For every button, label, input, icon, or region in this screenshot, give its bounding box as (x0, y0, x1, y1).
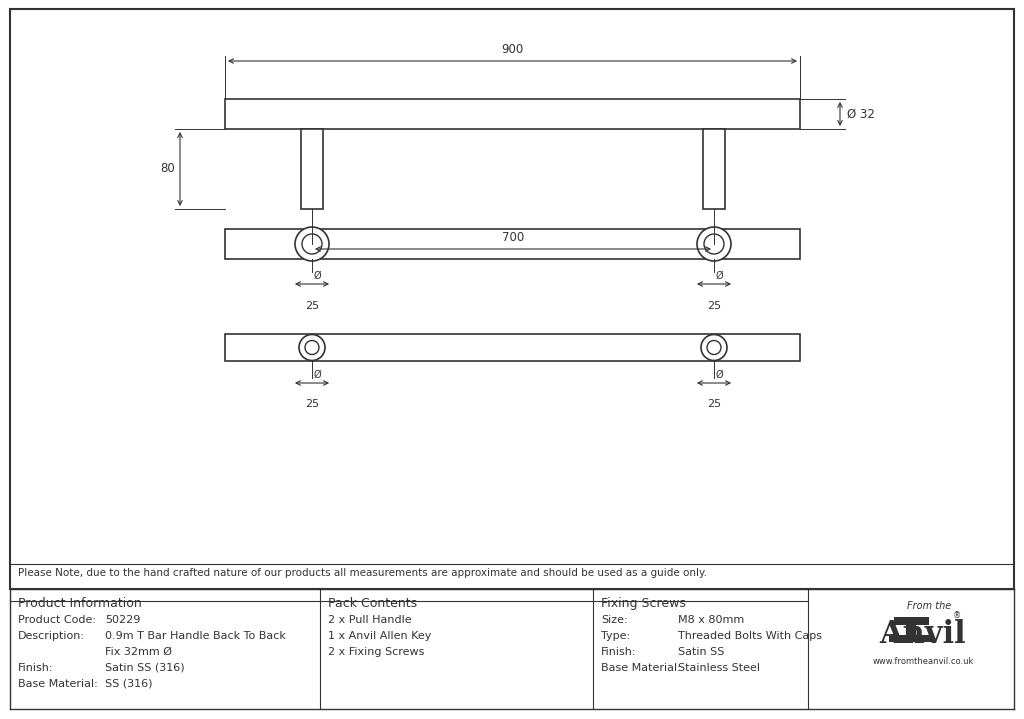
Circle shape (707, 341, 721, 354)
Text: 2 x Pull Handle: 2 x Pull Handle (328, 615, 412, 625)
Bar (225, 229, 800, 259)
Circle shape (305, 341, 319, 354)
Text: Anvil: Anvil (880, 619, 967, 650)
Text: 25: 25 (707, 399, 721, 409)
Text: Ø: Ø (314, 271, 322, 281)
Text: Ø: Ø (314, 370, 322, 380)
Circle shape (701, 334, 727, 360)
Bar (889, 635, 934, 642)
Text: Finish:: Finish: (18, 663, 53, 673)
Text: Product Code:: Product Code: (18, 615, 96, 625)
Text: Fixing Screws: Fixing Screws (601, 597, 686, 610)
Text: 25: 25 (305, 301, 319, 311)
Text: 1 x Anvil Allen Key: 1 x Anvil Allen Key (328, 631, 431, 641)
Text: Threaded Bolts With Caps: Threaded Bolts With Caps (678, 631, 822, 641)
Circle shape (302, 234, 322, 254)
Text: 80: 80 (160, 162, 175, 175)
Text: From the: From the (907, 601, 951, 611)
Circle shape (295, 227, 329, 261)
Bar (906, 625, 916, 635)
Bar (10, 9, 1014, 589)
Text: 25: 25 (707, 301, 721, 311)
Text: Ø: Ø (716, 271, 724, 281)
Text: Description:: Description: (18, 631, 85, 641)
Text: 25: 25 (305, 399, 319, 409)
Bar (301, 129, 323, 209)
Text: Stainless Steel: Stainless Steel (678, 663, 760, 673)
Text: Size:: Size: (601, 615, 628, 625)
Text: 50229: 50229 (105, 615, 140, 625)
Bar (225, 334, 800, 361)
Text: Base Material:: Base Material: (18, 679, 97, 689)
Circle shape (299, 334, 325, 360)
Text: 900: 900 (502, 43, 523, 56)
Text: Satin SS: Satin SS (678, 647, 724, 657)
Text: Product Information: Product Information (18, 597, 141, 610)
Text: www.fromtheanvil.co.uk: www.fromtheanvil.co.uk (872, 657, 974, 666)
Text: Ø 32: Ø 32 (847, 108, 874, 121)
Bar (703, 129, 725, 209)
Text: 0.9m T Bar Handle Back To Back: 0.9m T Bar Handle Back To Back (105, 631, 286, 641)
Text: Finish:: Finish: (601, 647, 637, 657)
Bar (225, 99, 800, 129)
Text: 700: 700 (502, 231, 524, 244)
Circle shape (697, 227, 731, 261)
Text: Fix 32mm Ø: Fix 32mm Ø (105, 647, 172, 657)
Text: Pack Contents: Pack Contents (328, 597, 417, 610)
Text: M8 x 80mm: M8 x 80mm (678, 615, 744, 625)
Text: ®: ® (953, 611, 962, 620)
Bar (894, 617, 929, 625)
Circle shape (705, 234, 724, 254)
Text: Base Material:: Base Material: (601, 663, 681, 673)
Text: 2 x Fixing Screws: 2 x Fixing Screws (328, 647, 424, 657)
Text: Please Note, due to the hand crafted nature of our products all measurements are: Please Note, due to the hand crafted nat… (18, 567, 707, 577)
Text: SS (316): SS (316) (105, 679, 153, 689)
Text: Satin SS (316): Satin SS (316) (105, 663, 184, 673)
Text: Ø: Ø (716, 370, 724, 380)
Text: Type:: Type: (601, 631, 630, 641)
